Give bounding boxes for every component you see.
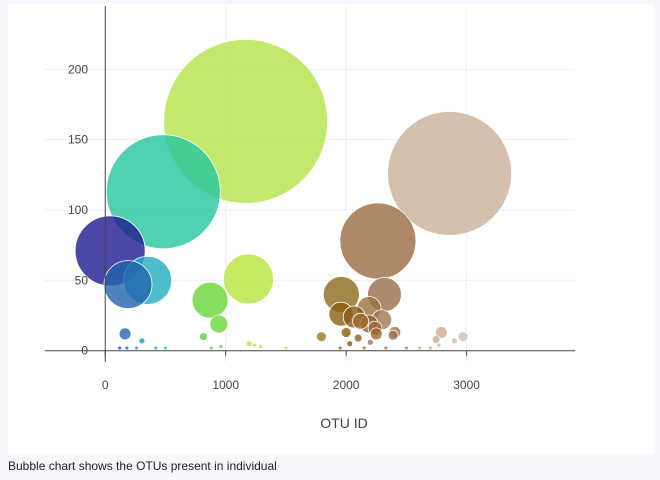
bubble-point[interactable] <box>199 332 208 342</box>
bubble-point[interactable] <box>337 345 343 351</box>
bubble-point[interactable] <box>218 344 224 349</box>
x-tick-label: 1000 <box>212 378 239 392</box>
y-tick-label: 100 <box>68 203 88 217</box>
bubble-point[interactable] <box>431 335 441 344</box>
bubble-point[interactable] <box>434 326 448 339</box>
bubble-point[interactable] <box>366 338 374 346</box>
x-axis-title: OTU ID <box>320 415 367 431</box>
bubble-point[interactable] <box>134 345 139 351</box>
x-tick-label: 2000 <box>333 378 360 392</box>
bubble-point[interactable] <box>258 344 264 349</box>
x-tick-label: 0 <box>102 378 109 392</box>
bubble-point[interactable] <box>124 345 130 351</box>
bubble-point[interactable] <box>346 340 354 348</box>
bubble-point[interactable] <box>163 345 168 351</box>
bubble-point[interactable] <box>436 342 442 348</box>
bubble-point[interactable] <box>451 337 458 345</box>
bubble-point[interactable] <box>209 314 229 334</box>
x-tick-label: 3000 <box>453 378 480 392</box>
bubble-point[interactable] <box>103 260 153 310</box>
bubble-point[interactable] <box>417 345 423 351</box>
bubble-point[interactable] <box>457 331 469 343</box>
bubble-point[interactable] <box>117 345 123 351</box>
bubble-point[interactable] <box>369 327 383 341</box>
y-tick-label: 200 <box>68 62 88 76</box>
bubble-point[interactable] <box>387 111 513 236</box>
bubble-point[interactable] <box>361 345 367 351</box>
bubble-point[interactable] <box>105 134 221 250</box>
bubble-point[interactable] <box>138 337 146 345</box>
bubble-point[interactable] <box>316 331 327 343</box>
bubble-point[interactable] <box>383 345 389 351</box>
y-tick-label: 50 <box>75 273 89 287</box>
bubble-point[interactable] <box>223 253 274 305</box>
bubble-point[interactable] <box>387 329 399 341</box>
bubble-point[interactable] <box>245 340 253 348</box>
bubble-point[interactable] <box>208 345 214 351</box>
bubble-layer[interactable] <box>74 38 513 351</box>
bubble-point[interactable] <box>153 345 159 351</box>
bubble-point[interactable] <box>352 312 369 330</box>
bubble-point[interactable] <box>340 327 352 338</box>
bubble-point[interactable] <box>428 345 433 351</box>
plot-panel: 0 50 100 150 200 0 1000 2000 3000 OTU ID <box>8 4 654 454</box>
y-tick-label: 150 <box>68 133 88 147</box>
bubble-point[interactable] <box>283 345 289 351</box>
bubble-point[interactable] <box>339 202 417 280</box>
bubble-point[interactable] <box>191 281 229 319</box>
bubble-point[interactable] <box>252 342 257 348</box>
chart-caption: Bubble chart shows the OTUs present in i… <box>8 459 277 473</box>
bubble-point[interactable] <box>353 333 363 343</box>
bubble-point[interactable] <box>403 345 409 351</box>
bubble-point[interactable] <box>118 327 132 341</box>
